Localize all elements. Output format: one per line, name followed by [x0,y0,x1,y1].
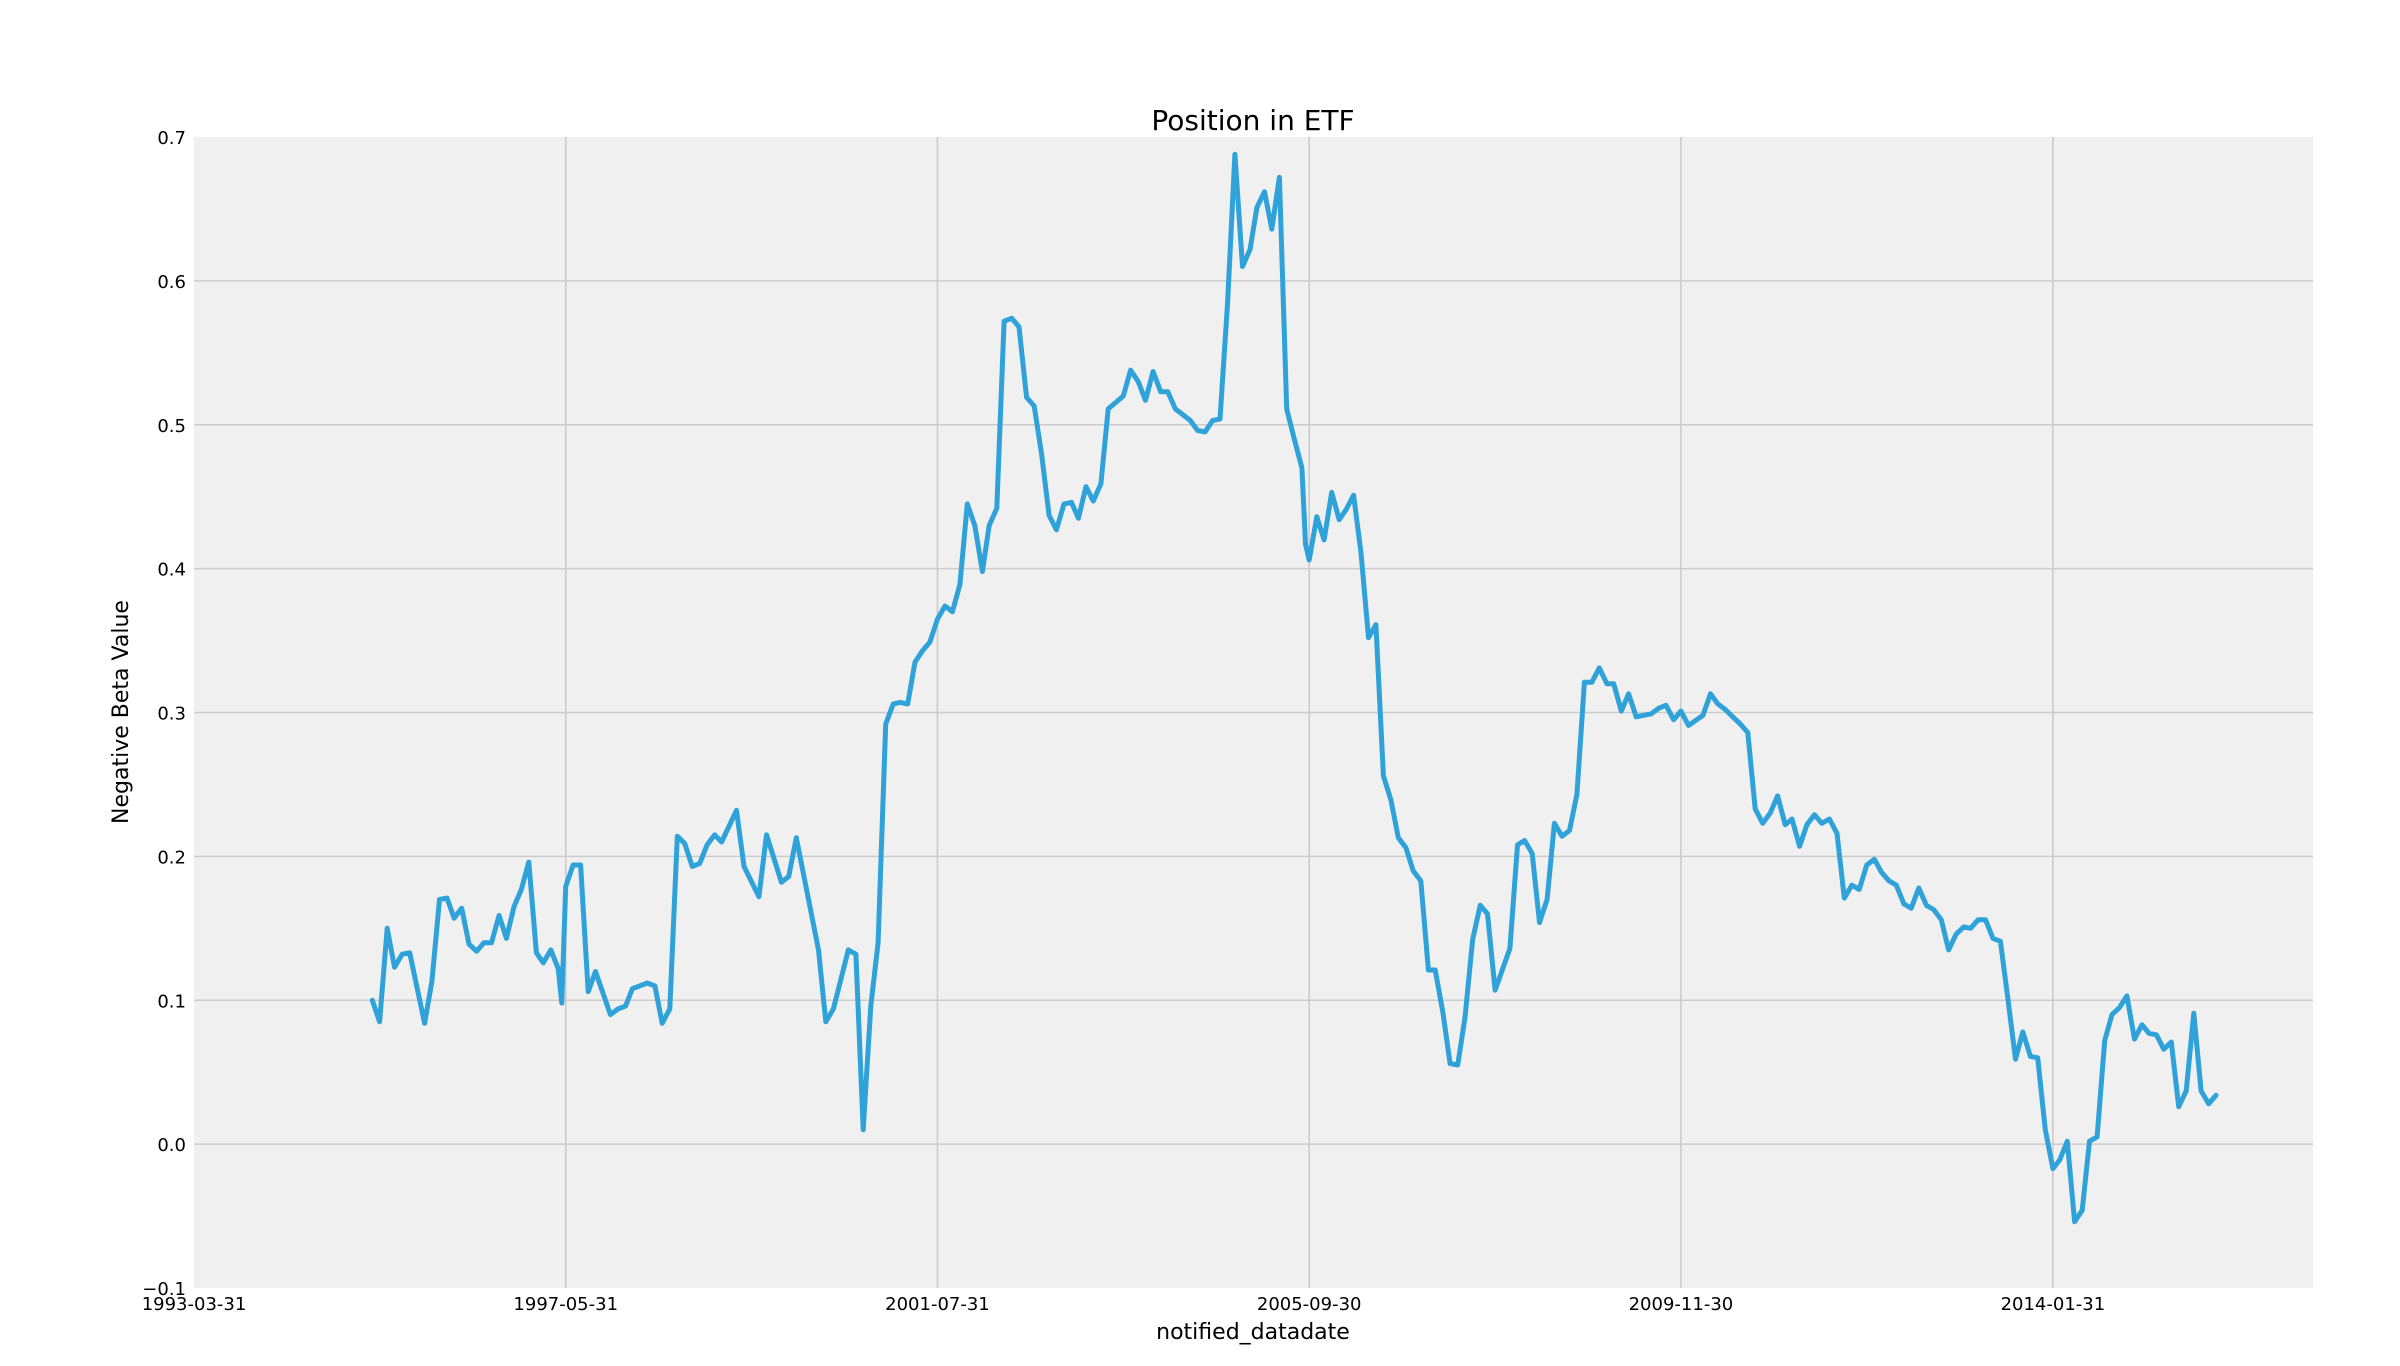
y-tick-label: 0.6 [157,272,186,293]
chart-title: Position in ETF [1151,104,1354,137]
x-tick-label: 1997-05-31 [513,1294,618,1315]
x-tick-label: 2001-07-31 [885,1294,990,1315]
y-tick-label: 0.0 [157,1135,186,1156]
y-tick-labels: −0.1 0.0 0.1 0.2 0.3 0.4 0.5 0.6 0.7 [142,128,186,1300]
y-tick-label: 0.1 [157,991,186,1012]
y-tick-label: 0.5 [157,416,186,437]
y-tick-label: −0.1 [142,1279,186,1300]
x-tick-label: 2009-11-30 [1629,1294,1734,1315]
y-axis-label: Negative Beta Value [109,600,134,824]
y-tick-label: 0.3 [157,704,186,725]
x-tick-labels: 1993-03-31 1997-05-31 2001-07-31 2005-09-30… [142,1294,2105,1315]
x-tick-label: 2014-01-31 [2001,1294,2106,1315]
x-tick-label: 2005-09-30 [1257,1294,1362,1315]
x-tick-label: 1993-03-31 [142,1294,247,1315]
x-axis-label: notified_datadate [1156,1320,1350,1345]
y-gridlines [194,280,2313,1145]
y-tick-label: 0.4 [157,560,186,581]
series-line [369,151,2219,1225]
y-tick-label: 0.2 [157,847,186,868]
y-tick-label: 0.7 [157,128,186,149]
